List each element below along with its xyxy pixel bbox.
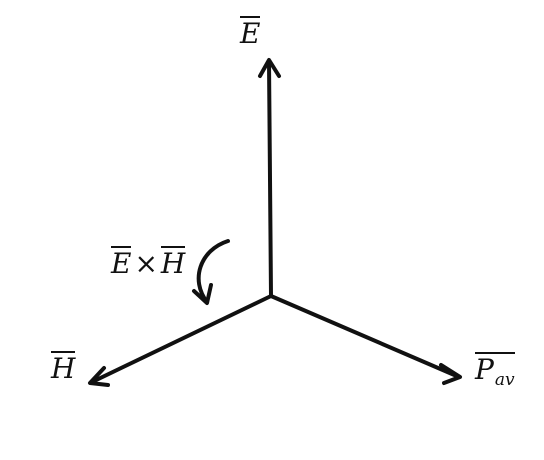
h-axis-line — [90, 294, 273, 384]
p-symbol: Pav — [475, 352, 515, 389]
h-label: H — [51, 351, 76, 385]
e-label: E — [240, 16, 261, 50]
rotation-arrow — [196, 239, 230, 304]
e-axis-line — [267, 60, 273, 298]
p-arrowhead — [439, 363, 462, 385]
e-symbol: E — [240, 16, 261, 50]
h-arrowhead — [88, 366, 110, 387]
p-subscript: av — [494, 370, 515, 390]
p-axis-line — [269, 294, 461, 379]
p-label: Pav — [475, 352, 515, 389]
rotation-arrowhead — [192, 283, 213, 305]
e-arrowhead — [258, 58, 281, 78]
cross-operator: × — [134, 247, 158, 280]
p-symbol-letter: P — [475, 353, 494, 386]
cross-left-symbol: E — [111, 246, 132, 280]
cross-product-label: E × H — [111, 246, 186, 280]
h-symbol: H — [51, 351, 76, 385]
cross-right-symbol: H — [160, 246, 186, 280]
